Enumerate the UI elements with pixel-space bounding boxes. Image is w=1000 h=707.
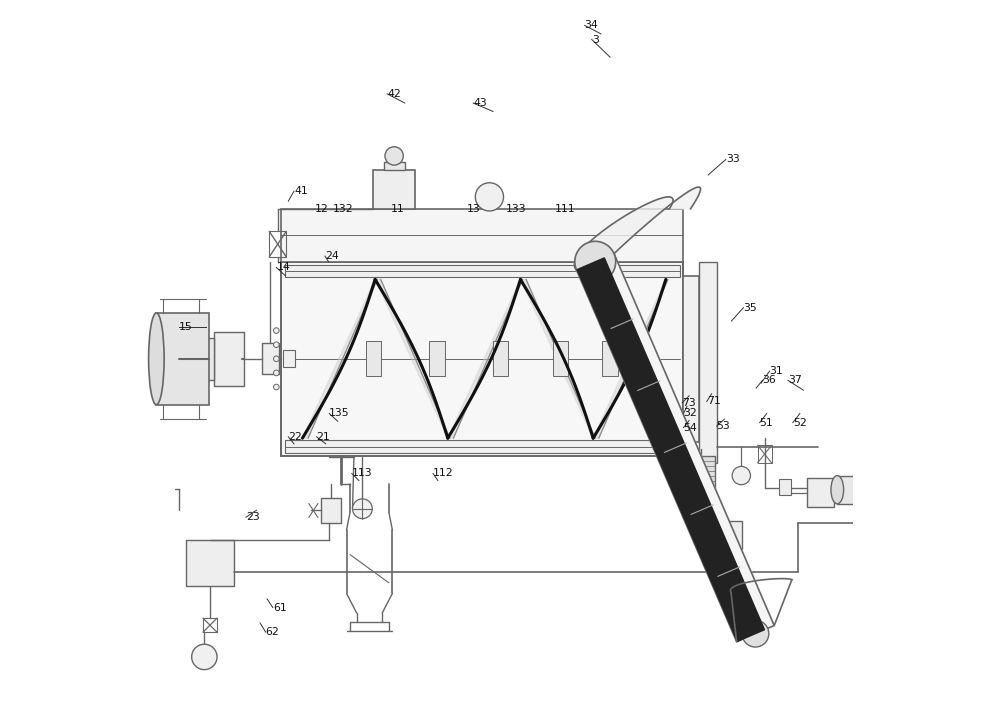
Polygon shape bbox=[448, 279, 523, 438]
Bar bbox=[758, 445, 772, 463]
Bar bbox=[269, 231, 286, 257]
Bar bbox=[717, 521, 742, 549]
Bar bbox=[262, 344, 279, 374]
Bar bbox=[179, 338, 214, 380]
Text: 31: 31 bbox=[770, 366, 783, 376]
Polygon shape bbox=[520, 279, 595, 438]
Text: 54: 54 bbox=[683, 423, 697, 433]
Text: 53: 53 bbox=[717, 421, 730, 431]
Circle shape bbox=[273, 328, 279, 334]
Polygon shape bbox=[302, 279, 377, 438]
Bar bbox=[553, 341, 568, 376]
Text: 62: 62 bbox=[266, 627, 279, 637]
Polygon shape bbox=[574, 187, 701, 270]
Text: 133: 133 bbox=[506, 204, 526, 214]
Bar bbox=[321, 498, 341, 523]
Circle shape bbox=[742, 620, 769, 647]
Text: 34: 34 bbox=[585, 21, 598, 30]
Bar bbox=[203, 618, 217, 632]
Text: 3: 3 bbox=[592, 35, 599, 45]
Circle shape bbox=[353, 499, 372, 519]
Text: 41: 41 bbox=[294, 186, 308, 197]
Circle shape bbox=[385, 147, 403, 165]
Bar bbox=[281, 262, 683, 456]
Bar bbox=[186, 540, 234, 586]
Text: 36: 36 bbox=[762, 375, 776, 385]
Text: 111: 111 bbox=[555, 204, 576, 214]
Bar bbox=[366, 341, 381, 376]
Text: 112: 112 bbox=[433, 469, 454, 479]
Text: 14: 14 bbox=[276, 262, 290, 272]
Bar bbox=[699, 262, 717, 463]
Bar bbox=[281, 209, 683, 262]
Text: 73: 73 bbox=[682, 398, 696, 408]
Bar bbox=[373, 170, 415, 209]
Bar bbox=[687, 456, 715, 502]
Text: 12: 12 bbox=[314, 204, 328, 214]
Polygon shape bbox=[375, 279, 450, 438]
Text: 52: 52 bbox=[793, 418, 807, 428]
Text: 135: 135 bbox=[329, 409, 350, 419]
Bar bbox=[156, 313, 209, 404]
Circle shape bbox=[273, 356, 279, 361]
Polygon shape bbox=[577, 258, 765, 641]
Bar bbox=[779, 479, 791, 495]
Text: 42: 42 bbox=[387, 89, 401, 99]
Circle shape bbox=[273, 384, 279, 390]
Text: 35: 35 bbox=[743, 303, 757, 312]
Text: 22: 22 bbox=[288, 432, 302, 442]
Text: 13: 13 bbox=[467, 204, 481, 214]
Bar bbox=[602, 341, 618, 376]
Bar bbox=[283, 351, 295, 367]
Text: 21: 21 bbox=[317, 432, 330, 442]
Text: 24: 24 bbox=[325, 251, 339, 261]
Bar bbox=[683, 276, 699, 442]
Circle shape bbox=[858, 484, 870, 496]
Text: 33: 33 bbox=[726, 154, 740, 165]
Bar bbox=[807, 479, 834, 507]
Text: 37: 37 bbox=[788, 375, 802, 385]
Bar bbox=[214, 332, 244, 385]
Text: 71: 71 bbox=[707, 397, 720, 407]
Text: 51: 51 bbox=[760, 418, 773, 428]
Circle shape bbox=[273, 342, 279, 348]
Text: 11: 11 bbox=[391, 204, 404, 214]
Ellipse shape bbox=[149, 313, 164, 404]
Text: 15: 15 bbox=[179, 322, 193, 332]
Ellipse shape bbox=[831, 476, 844, 504]
Circle shape bbox=[475, 182, 504, 211]
Bar bbox=[493, 341, 508, 376]
Bar bbox=[285, 440, 680, 453]
Polygon shape bbox=[576, 254, 774, 642]
Text: 113: 113 bbox=[352, 469, 372, 479]
Bar bbox=[285, 264, 680, 277]
Bar bbox=[837, 476, 876, 504]
Text: 61: 61 bbox=[273, 602, 287, 612]
Bar bbox=[429, 341, 445, 376]
Polygon shape bbox=[593, 279, 668, 438]
Circle shape bbox=[273, 370, 279, 375]
Text: 32: 32 bbox=[683, 409, 697, 419]
Bar bbox=[384, 162, 405, 170]
Text: 132: 132 bbox=[333, 204, 353, 214]
Text: 43: 43 bbox=[473, 98, 487, 108]
Circle shape bbox=[732, 467, 750, 485]
Text: 23: 23 bbox=[246, 512, 260, 522]
Circle shape bbox=[192, 644, 217, 670]
Circle shape bbox=[575, 241, 616, 282]
